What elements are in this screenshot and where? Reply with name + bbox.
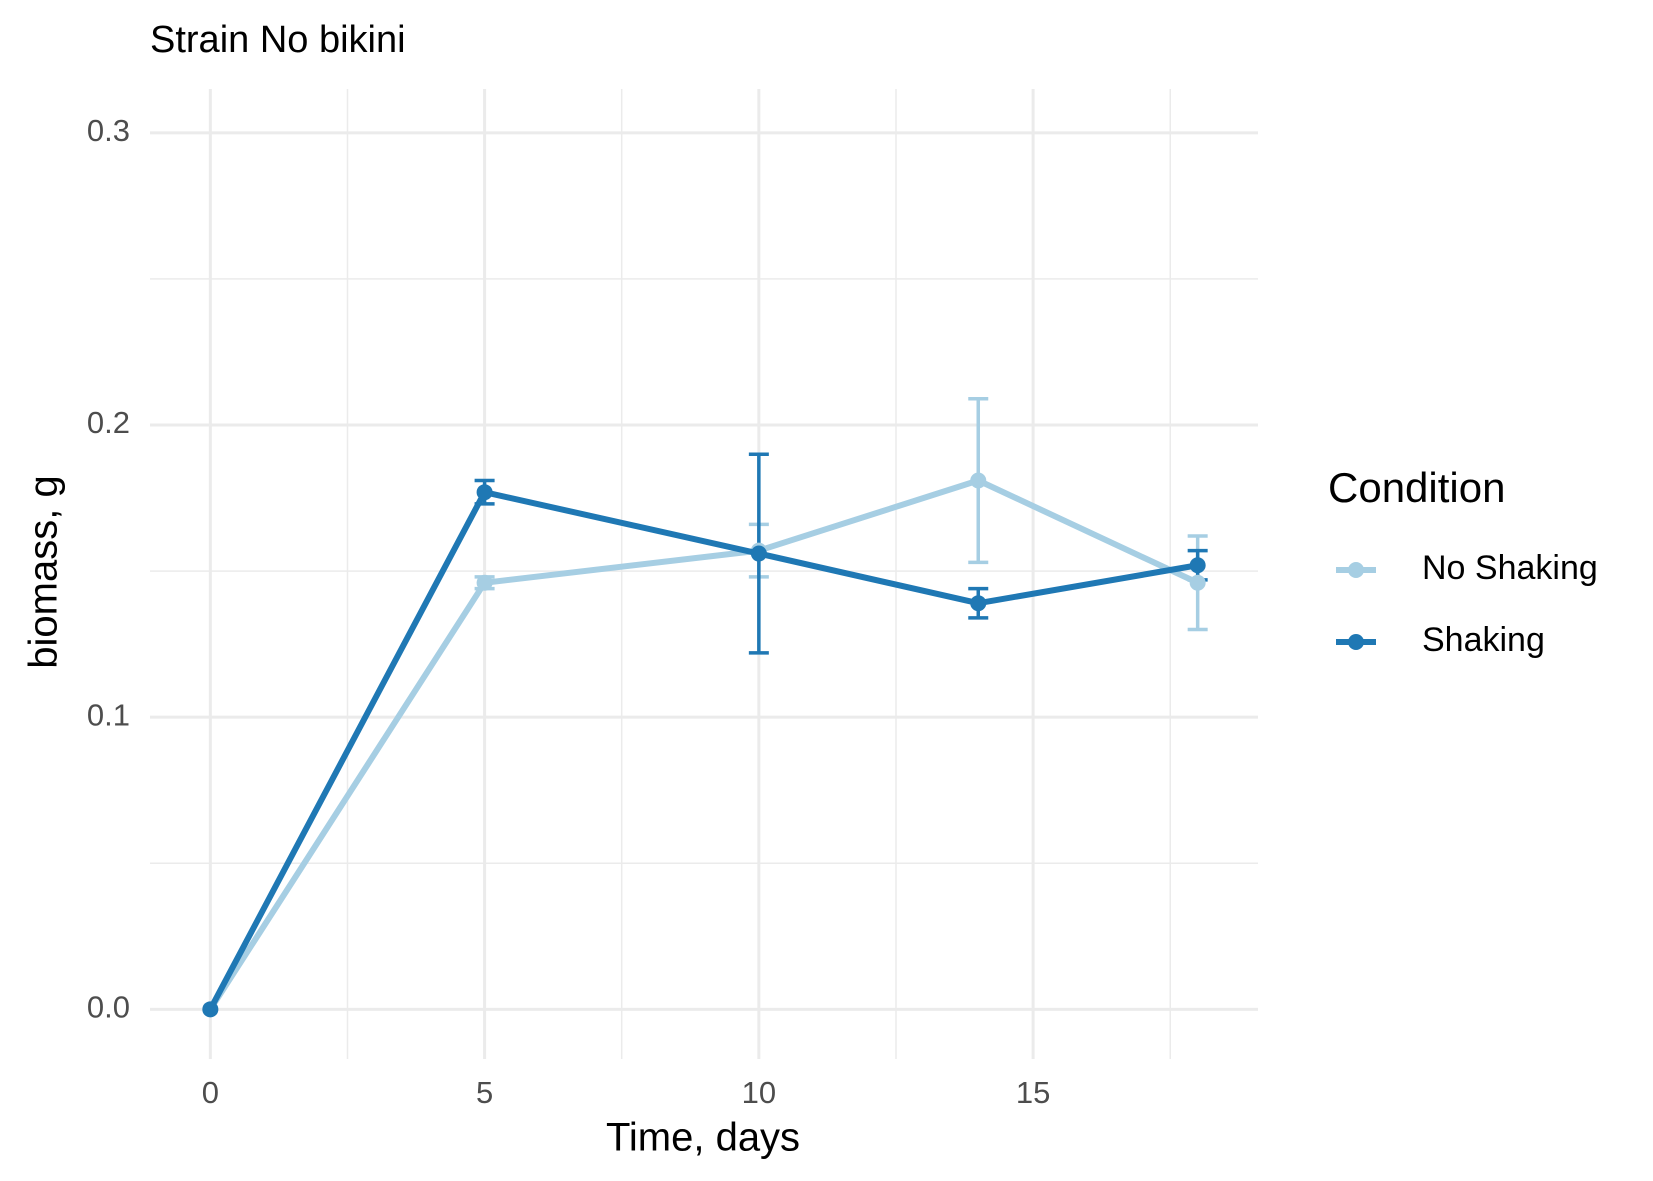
- legend-key-point: [1348, 562, 1364, 578]
- series-line: [207, 488, 1199, 1011]
- y-tick-label: 0.2: [87, 405, 130, 440]
- legend-label: Shaking: [1422, 621, 1545, 659]
- data-point: [750, 545, 767, 562]
- legend-label: No Shaking: [1422, 549, 1598, 587]
- y-axis-label: biomass, g: [22, 475, 66, 668]
- data-point: [476, 574, 493, 591]
- x-tick-label: 5: [476, 1075, 493, 1110]
- y-tick-label: 0.3: [87, 113, 130, 148]
- y-tick-label: 0.1: [87, 697, 130, 732]
- x-tick-label: 10: [742, 1075, 776, 1110]
- data-point: [970, 472, 987, 489]
- x-axis-label: Time, days: [606, 1116, 800, 1160]
- data-point: [970, 595, 987, 612]
- legend-title: Condition: [1328, 464, 1505, 511]
- series-line: [207, 477, 1199, 1011]
- data-point: [1189, 557, 1206, 574]
- x-tick-label: 15: [1016, 1075, 1050, 1110]
- x-tick-label: 0: [202, 1075, 219, 1110]
- legend-key-point: [1348, 634, 1364, 650]
- data-point: [1189, 574, 1206, 591]
- chart-title: Strain No bikini: [150, 19, 406, 61]
- data-point: [476, 484, 493, 501]
- data-point: [202, 1001, 219, 1018]
- y-tick-label: 0.0: [87, 990, 130, 1025]
